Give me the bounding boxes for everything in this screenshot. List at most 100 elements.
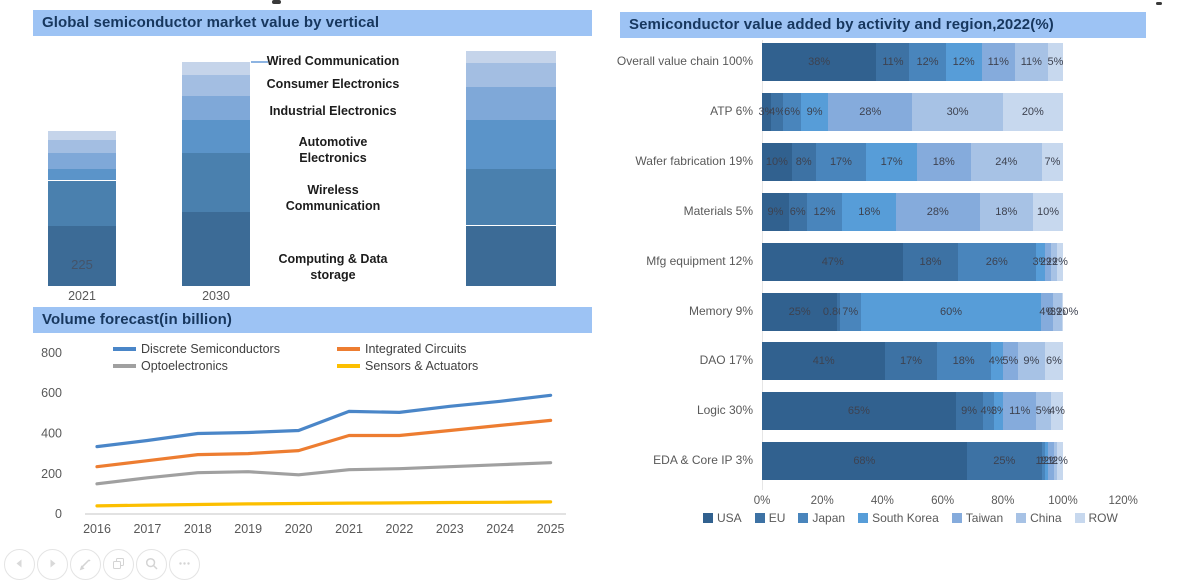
bar-segment: 60% — [860, 292, 1042, 331]
legend-swatch — [337, 364, 360, 368]
segment-label: 10% — [1037, 205, 1060, 218]
panel-title-volume-forecast: Volume forecast(in billion) — [33, 307, 592, 333]
search-icon — [142, 554, 161, 576]
segment-label: 17% — [829, 155, 852, 168]
segment-label: 28% — [859, 105, 882, 118]
stacked-bar: 47% 18% 26% 3% 2% 2% 2% — [762, 242, 1068, 281]
stacked-bar-segment — [466, 119, 556, 169]
row-label: Mfg equipment 12% — [646, 253, 753, 268]
bar-segment: 7% — [1042, 142, 1063, 181]
stacked-bar-segment — [182, 62, 250, 76]
segment-label: 25% — [993, 455, 1016, 468]
bar-segment: 12% — [806, 192, 843, 231]
bar-segment: 47% — [762, 242, 904, 281]
stacked-bar-segment — [182, 120, 250, 154]
region-legend-item: ROW — [1074, 511, 1118, 525]
bar-segment: 11% — [1014, 43, 1048, 81]
row-label: Wafer fabrication 19% — [635, 153, 753, 168]
bar-segment: 28% — [828, 92, 913, 131]
bar-segment: 2% — [1052, 242, 1068, 281]
row-label: EDA & Core IP 3% — [653, 453, 753, 468]
bar-segment: 17% — [866, 142, 917, 181]
x-axis-tick-label: 120% — [1108, 495, 1138, 507]
row-label: Overall value chain 100% — [616, 54, 753, 68]
bar-segment: 5% — [1002, 342, 1018, 381]
x-tick-label: 2024 — [486, 522, 514, 536]
stacked-bar: 41% 17% 18% 4% 5% 9% 6% — [762, 342, 1063, 381]
bar-segment: 68% — [762, 442, 967, 481]
x-axis-tick-label: 60% — [931, 495, 955, 507]
bar-segment: 6% — [783, 92, 802, 131]
segment-label: 11% — [882, 56, 904, 68]
arrow-left-icon — [10, 554, 29, 576]
segment-label: 38% — [808, 56, 831, 68]
bar-segment: 4% — [1039, 292, 1055, 331]
segment-label: 6% — [784, 105, 801, 118]
stacked-bar-segment — [466, 62, 556, 87]
bar-segment: 6% — [788, 192, 807, 231]
legend-item: Discrete Semiconductors — [113, 342, 280, 356]
legend-label: Discrete Semiconductors — [141, 342, 280, 356]
segment-label: 7% — [842, 305, 859, 318]
region-legend-item: China — [1016, 511, 1062, 525]
y-tick-label: 800 — [41, 346, 62, 360]
next-button[interactable] — [37, 549, 68, 580]
y-tick-label: 200 — [41, 467, 62, 481]
bar-segment: 5% — [1036, 392, 1052, 431]
bar-segment: 7% — [839, 292, 861, 331]
pencil-icon — [76, 554, 95, 576]
copy-icon — [109, 554, 128, 576]
more-button[interactable] — [169, 549, 200, 580]
stacked-bar-segment — [182, 153, 250, 212]
segment-label: 10% — [765, 155, 788, 168]
copy-button[interactable] — [103, 549, 134, 580]
row-label: ATP 6% — [710, 103, 753, 118]
segment-label: 6% — [1045, 355, 1062, 368]
previous-button[interactable] — [4, 549, 35, 580]
segment-label: 7% — [1044, 155, 1061, 168]
legend-item: Optoelectronics — [113, 359, 228, 373]
x-axis-label: 2030 — [202, 289, 230, 303]
bar-segment: 9% — [762, 192, 789, 231]
ellipsis-icon — [175, 554, 194, 576]
stacked-bar: 68% 25% 1% 1% 2% 1% 2% — [762, 442, 1068, 481]
stacked-bar-segment — [466, 51, 556, 63]
bar-segment: 2% — [1052, 442, 1068, 481]
zoom-button[interactable] — [136, 549, 167, 580]
stacked-bar-segment — [48, 168, 116, 181]
legend-label: Sensors & Actuators — [365, 359, 479, 373]
volume-forecast-line-chart: 0 200 400 600 800 2016 2017 2018 2019 2020 2021 202… — [41, 346, 566, 536]
series-label: Consumer Electronics — [266, 77, 400, 91]
bar-segment: 18% — [979, 192, 1034, 231]
bar-value-label: 225 — [71, 256, 93, 272]
row-label: Memory 9% — [688, 303, 753, 318]
bar-segment: 6% — [1044, 342, 1063, 381]
segment-label: 17% — [899, 355, 922, 368]
x-tick-label: 2025 — [537, 522, 565, 536]
legend-label: Integrated Circuits — [365, 342, 467, 356]
legend-swatch — [1074, 513, 1085, 523]
stacked-bar: 9% 6% 12% 18% 28% 18% 10% — [762, 192, 1063, 231]
bar-segment: 4% — [769, 92, 785, 131]
panel-title-market-value-by-vertical: Global semiconductor market value by ver… — [33, 10, 592, 36]
x-axis-tick-label: 40% — [870, 495, 894, 507]
segment-label: 18% — [952, 355, 975, 368]
legend-label: Taiwan — [965, 511, 1004, 525]
bar-segment: 20% — [1002, 92, 1063, 131]
stacked-bar: 3% 4% 6% 9% 28% 30% 20% — [759, 92, 1063, 131]
x-tick-label: 2016 — [83, 522, 111, 536]
bar-segment: 18% — [936, 342, 991, 381]
bar-segment: 3% — [1050, 292, 1066, 331]
series-label: Industrial Electronics — [269, 104, 397, 118]
region-legend-item: South Korea — [858, 511, 939, 525]
segment-label: 11% — [1009, 405, 1031, 418]
segment-label: 12% — [952, 56, 975, 68]
region-legend-item: USA — [703, 511, 742, 525]
segment-label: 26% — [985, 255, 1008, 268]
legend-swatch — [337, 347, 360, 351]
edit-button[interactable] — [70, 549, 101, 580]
bar-segment: 10% — [1033, 192, 1063, 231]
viewer-toolbar — [4, 549, 200, 580]
bar-segment: 18% — [903, 242, 958, 281]
region-legend-item: EU — [754, 511, 785, 525]
